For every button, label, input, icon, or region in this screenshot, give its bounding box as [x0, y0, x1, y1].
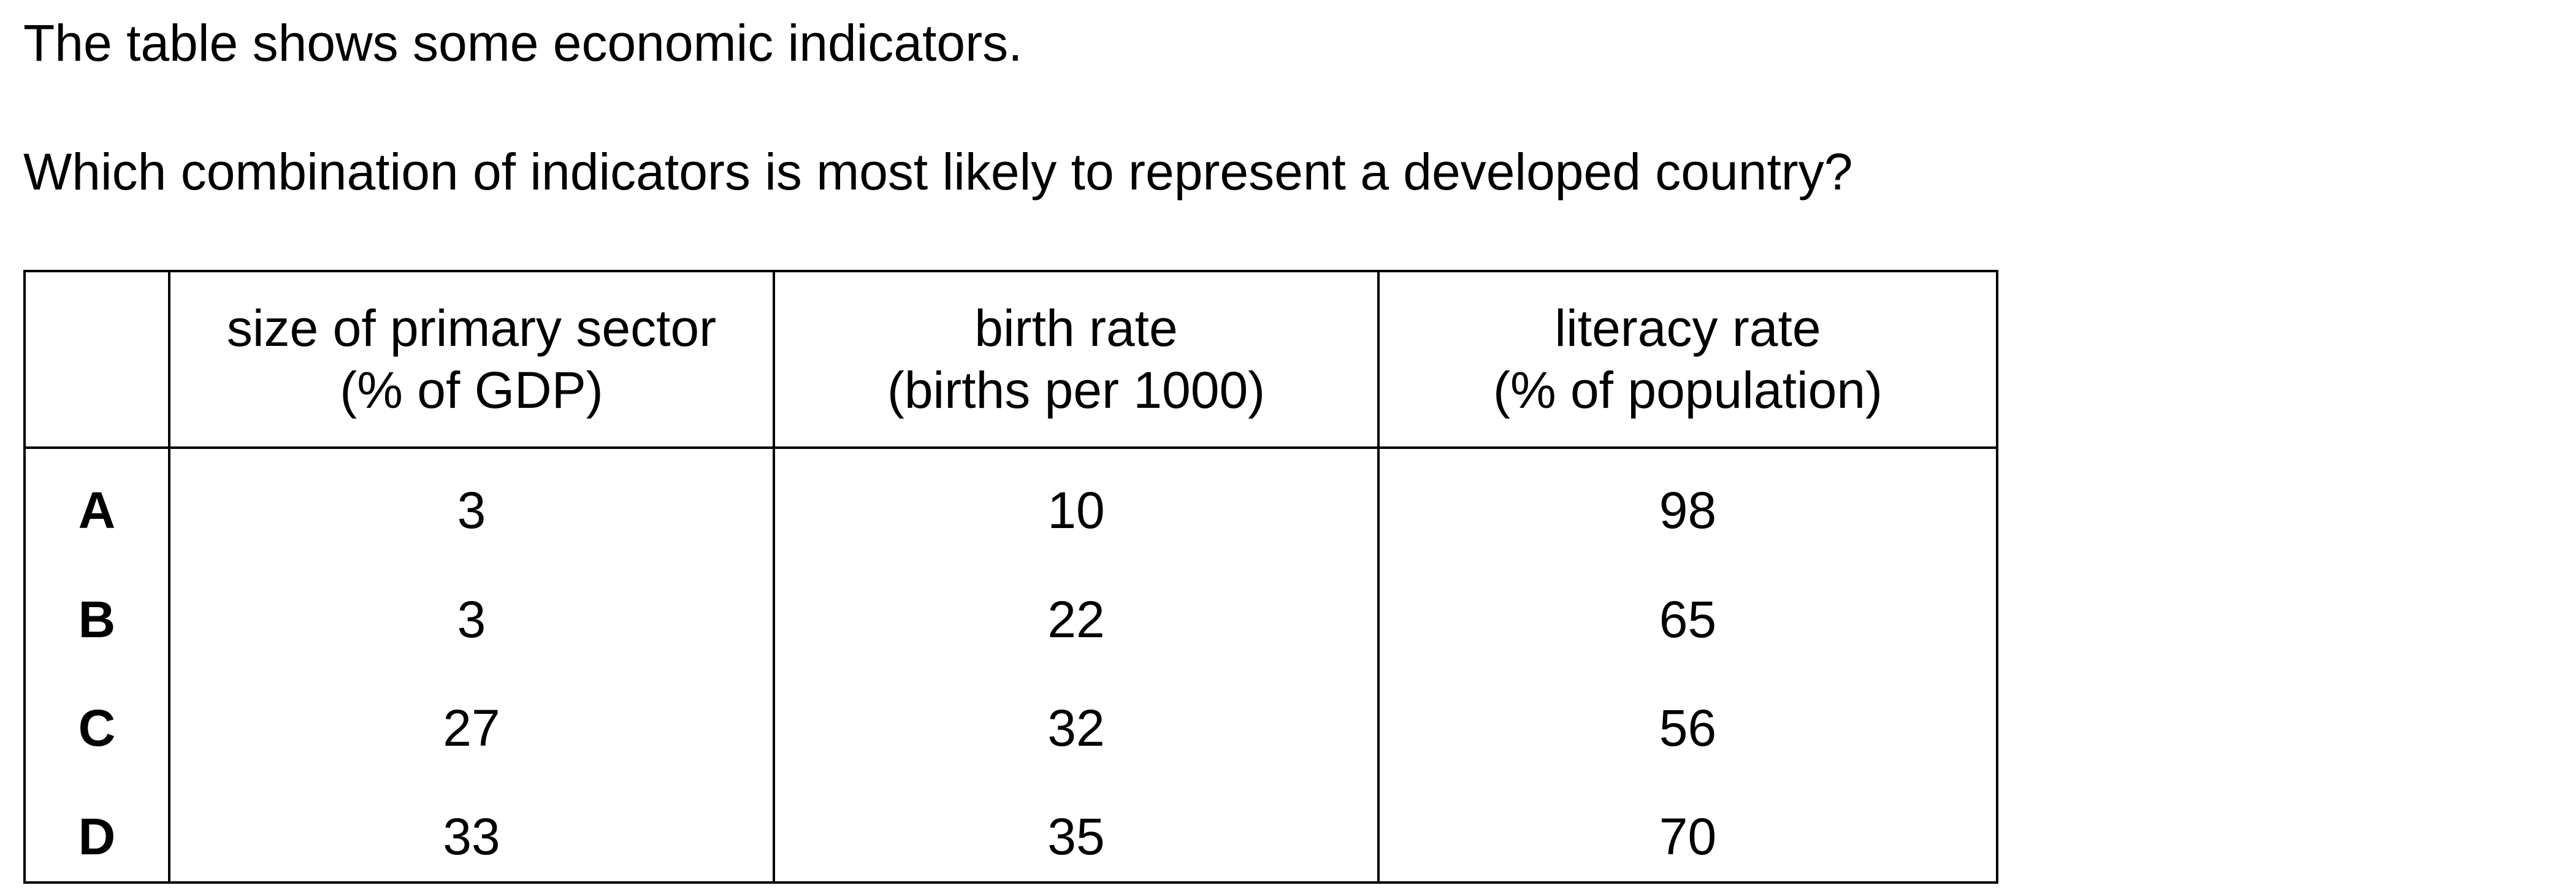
- cell-c-primary-sector: 27: [443, 699, 500, 757]
- cell-a-literacy-rate: 98: [1659, 481, 1717, 539]
- row-label-b: B: [78, 590, 116, 648]
- intro-text: The table shows some economic indicators…: [23, 14, 1023, 72]
- cell-c-literacy-rate: 56: [1659, 699, 1717, 757]
- header-literacy-rate-line1: literacy rate: [1554, 299, 1821, 358]
- header-primary-sector-line1: size of primary sector: [226, 299, 717, 358]
- cell-d-primary-sector: 33: [443, 807, 500, 865]
- cell-a-primary-sector: 3: [457, 481, 486, 539]
- row-label-c: C: [78, 699, 116, 757]
- row-label-a: A: [78, 481, 116, 539]
- cell-b-literacy-rate: 65: [1659, 590, 1717, 648]
- row-label-d: D: [78, 807, 116, 865]
- cell-d-birth-rate: 35: [1047, 807, 1105, 865]
- header-literacy-rate: literacy rate (% of population): [1380, 272, 1996, 446]
- cell-b-birth-rate: 22: [1047, 590, 1105, 648]
- header-birth-rate-line2: (births per 1000): [887, 361, 1266, 419]
- question-text: Which combination of indicators is most …: [23, 143, 1853, 201]
- cell-d-literacy-rate: 70: [1659, 807, 1717, 865]
- cell-a-birth-rate: 10: [1047, 481, 1105, 539]
- cell-b-primary-sector: 3: [457, 590, 486, 648]
- column-divider-2: [773, 272, 775, 881]
- header-literacy-rate-line2: (% of population): [1492, 361, 1883, 419]
- header-birth-rate-line1: birth rate: [974, 299, 1178, 358]
- column-divider-3: [1377, 272, 1380, 881]
- indicators-table: size of primary sector (% of GDP) birth …: [23, 270, 1998, 884]
- header-divider: [26, 446, 1996, 449]
- column-divider-1: [168, 272, 170, 881]
- header-birth-rate: birth rate (births per 1000): [775, 272, 1377, 446]
- header-primary-sector: size of primary sector (% of GDP): [170, 272, 773, 446]
- cell-c-birth-rate: 32: [1047, 699, 1105, 757]
- header-primary-sector-line2: (% of GDP): [340, 361, 603, 419]
